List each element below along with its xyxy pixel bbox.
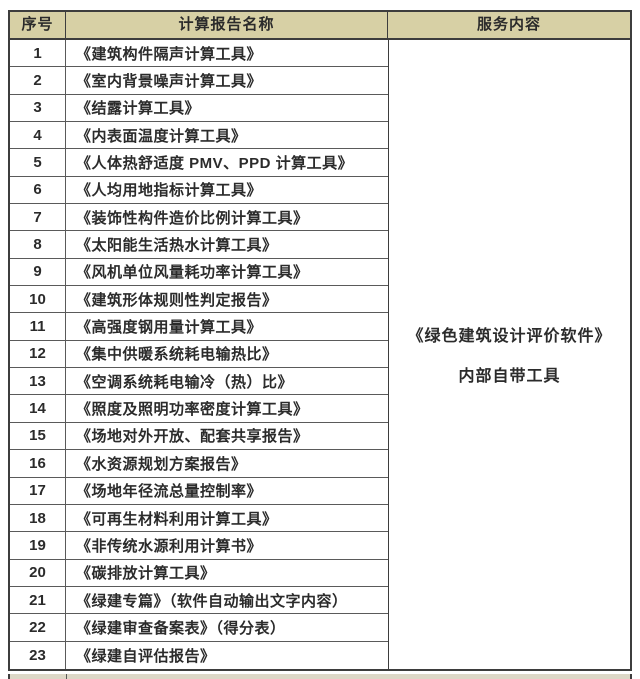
table-row: 23 《绿建自评估报告》 xyxy=(10,641,388,669)
table-row: 21 《绿建专篇》（软件自动输出文字内容） xyxy=(10,586,388,615)
row-serial-number: 11 xyxy=(10,313,66,340)
row-serial-number: 7 xyxy=(10,204,66,231)
row-serial-number: 12 xyxy=(10,340,66,368)
row-report-name: 《建筑构件隔声计算工具》 xyxy=(76,45,263,63)
table-row: 9 《风机单位风量耗功率计算工具》 xyxy=(10,258,388,287)
table-row: 1 《建筑构件隔声计算工具》 xyxy=(10,40,388,68)
table-row: 12 《集中供暖系统耗电输热比》 xyxy=(10,340,388,369)
table-row: 16 《水资源规划方案报告》 xyxy=(10,450,388,478)
row-serial-number: 23 xyxy=(10,641,66,669)
row-report-name: 《场地年径流总量控制率》 xyxy=(76,483,263,501)
table-row: 5 《人体热舒适度 PMV、PPD 计算工具》 xyxy=(10,149,388,177)
row-serial-number: 5 xyxy=(10,149,66,176)
partial-row-column-divider xyxy=(66,674,67,679)
table-row: 15 《场地对外开放、配套共享报告》 xyxy=(10,422,388,451)
row-serial-number: 21 xyxy=(10,586,66,614)
table-rows-container: 1 《建筑构件隔声计算工具》 2 《室内背景噪声计算工具》 3 《结露计算工具》… xyxy=(10,40,389,669)
row-report-name: 《装饰性构件造价比例计算工具》 xyxy=(76,209,309,227)
row-report-name: 《绿建自评估报告》 xyxy=(76,647,216,665)
service-content-merged-cell: 《绿色建筑设计评价软件》 内部自带工具 xyxy=(389,40,630,669)
row-report-name: 《水资源规划方案报告》 xyxy=(76,455,247,473)
table-row: 6 《人均用地指标计算工具》 xyxy=(10,176,388,205)
row-serial-number: 2 xyxy=(10,67,66,94)
row-serial-number: 3 xyxy=(10,94,66,122)
row-report-name: 《风机单位风量耗功率计算工具》 xyxy=(76,264,309,282)
row-report-name: 《非传统水源利用计算书》 xyxy=(76,537,263,555)
table-row: 17 《场地年径流总量控制率》 xyxy=(10,477,388,505)
table-row: 4 《内表面温度计算工具》 xyxy=(10,122,388,150)
row-serial-number: 17 xyxy=(10,477,66,504)
row-report-name: 《绿建专篇》（软件自动输出文字内容） xyxy=(76,592,348,610)
table-row: 18 《可再生材料利用计算工具》 xyxy=(10,504,388,533)
row-serial-number: 9 xyxy=(10,258,66,286)
row-serial-number: 16 xyxy=(10,450,66,477)
service-line-builtin-tools: 内部自带工具 xyxy=(458,368,561,386)
row-serial-number: 14 xyxy=(10,395,66,422)
row-report-name: 《碳排放计算工具》 xyxy=(76,565,216,583)
row-report-name: 《照度及照明功率密度计算工具》 xyxy=(76,401,309,419)
row-report-name: 《可再生材料利用计算工具》 xyxy=(76,510,278,528)
row-report-name: 《室内背景噪声计算工具》 xyxy=(76,73,263,91)
row-report-name: 《建筑形体规则性判定报告》 xyxy=(76,291,278,309)
row-serial-number: 22 xyxy=(10,614,66,641)
table-row: 7 《装饰性构件造价比例计算工具》 xyxy=(10,204,388,232)
next-table-partial-row xyxy=(8,674,632,679)
table-row: 14 《照度及照明功率密度计算工具》 xyxy=(10,395,388,423)
table-row: 2 《室内背景噪声计算工具》 xyxy=(10,67,388,95)
row-report-name: 《场地对外开放、配套共享报告》 xyxy=(76,428,309,446)
row-serial-number: 4 xyxy=(10,122,66,149)
row-serial-number: 6 xyxy=(10,176,66,204)
table-row: 20 《碳排放计算工具》 xyxy=(10,559,388,587)
row-serial-number: 20 xyxy=(10,559,66,586)
table-header-row: 序号 计算报告名称 服务内容 xyxy=(10,12,630,40)
row-serial-number: 18 xyxy=(10,504,66,532)
header-cell-report-name: 计算报告名称 xyxy=(66,12,388,38)
header-cell-serial-number: 序号 xyxy=(10,12,66,38)
row-serial-number: 1 xyxy=(10,40,66,67)
row-report-name: 《空调系统耗电输冷（热）比》 xyxy=(76,373,294,391)
row-report-name: 《集中供暖系统耗电输热比》 xyxy=(76,346,278,364)
table-row: 3 《结露计算工具》 xyxy=(10,94,388,123)
row-serial-number: 8 xyxy=(10,231,66,258)
row-serial-number: 13 xyxy=(10,368,66,395)
service-line-software-name: 《绿色建筑设计评价软件》 xyxy=(407,328,612,346)
table-row: 19 《非传统水源利用计算书》 xyxy=(10,532,388,560)
table-row: 11 《高强度钢用量计算工具》 xyxy=(10,313,388,341)
row-serial-number: 10 xyxy=(10,286,66,313)
report-table: 序号 计算报告名称 服务内容 1 《建筑构件隔声计算工具》 2 《室内背景噪声计… xyxy=(8,10,632,671)
row-report-name: 《绿建审查备案表》（得分表） xyxy=(76,619,286,637)
row-report-name: 《人均用地指标计算工具》 xyxy=(76,182,263,200)
table-body: 1 《建筑构件隔声计算工具》 2 《室内背景噪声计算工具》 3 《结露计算工具》… xyxy=(10,40,630,669)
header-cell-service-content: 服务内容 xyxy=(476,16,541,33)
row-report-name: 《太阳能生活热水计算工具》 xyxy=(76,237,278,255)
table-row: 8 《太阳能生活热水计算工具》 xyxy=(10,231,388,259)
table-row: 13 《空调系统耗电输冷（热）比》 xyxy=(10,368,388,396)
row-serial-number: 15 xyxy=(10,422,66,450)
row-report-name: 《结露计算工具》 xyxy=(76,100,201,118)
row-report-name: 《人体热舒适度 PMV、PPD 计算工具》 xyxy=(76,155,354,173)
row-report-name: 《内表面温度计算工具》 xyxy=(76,127,247,145)
row-serial-number: 19 xyxy=(10,532,66,559)
table-row: 10 《建筑形体规则性判定报告》 xyxy=(10,286,388,314)
table-row: 22 《绿建审查备案表》（得分表） xyxy=(10,614,388,642)
row-report-name: 《高强度钢用量计算工具》 xyxy=(76,319,263,337)
